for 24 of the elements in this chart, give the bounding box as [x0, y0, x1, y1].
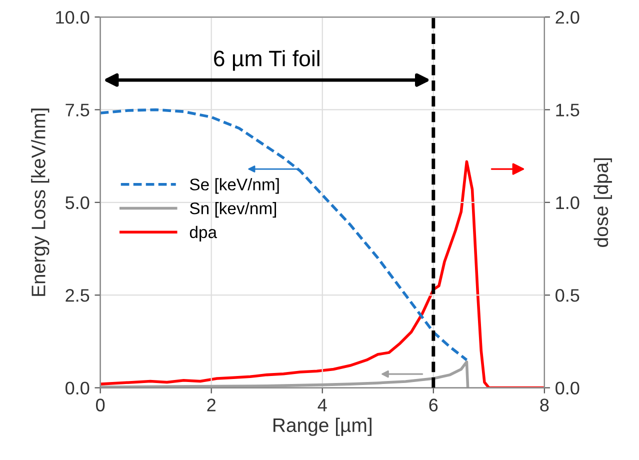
legend-label: Sn [kev/nm]	[190, 202, 276, 218]
y-tick-label: 10.0	[56, 10, 90, 24]
x-tick-label: 8	[540, 398, 549, 412]
y-axis-title: Energy Loss [keV/nm]	[31, 108, 50, 296]
y2-tick-label: 0.5	[556, 289, 580, 302]
y2-tick-label: 2.0	[556, 10, 580, 24]
line-series	[100, 360, 470, 388]
y-tick-label: 5.0	[66, 196, 90, 210]
y2-tick-label: 0.0	[556, 382, 580, 394]
y-tick-label: 0.0	[66, 382, 90, 394]
y2-tick-label: 1.0	[556, 196, 580, 210]
x-tick-label: 4	[318, 398, 327, 412]
y-tick-label: 7.5	[66, 104, 90, 116]
y2-axis-title: dose [dpa]	[594, 158, 612, 247]
annotation: 6 µm Ti foil	[214, 50, 320, 71]
y-tick-label: 2.5	[66, 289, 90, 302]
legend-label: dpa	[190, 226, 218, 242]
x-axis-title: Range [µm]	[274, 418, 372, 436]
x-tick-label: 6	[429, 398, 438, 412]
x-tick-label: 2	[207, 398, 216, 412]
y2-tick-label: 1.5	[556, 104, 580, 116]
line-series	[100, 108, 468, 362]
legend-label: Se [keV/nm]	[190, 178, 279, 194]
x-tick-label: 0	[96, 398, 105, 412]
